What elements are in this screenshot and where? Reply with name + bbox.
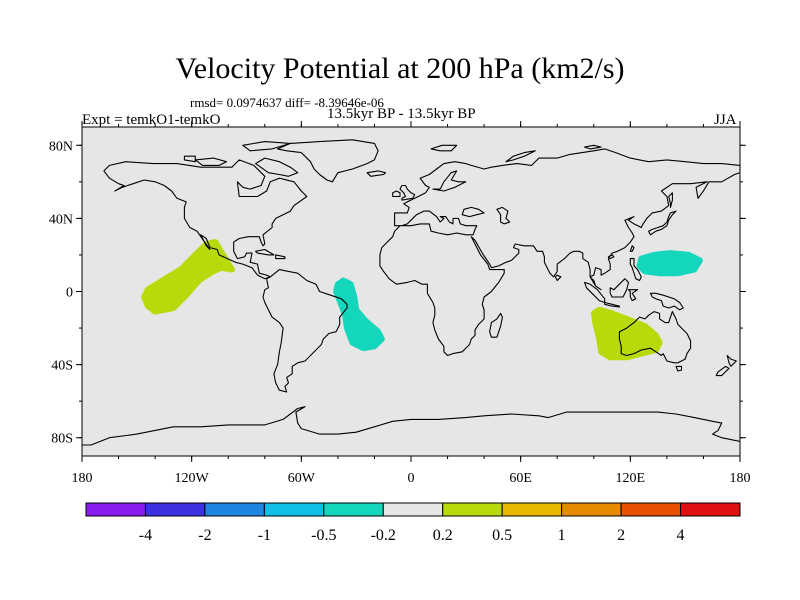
- y-tick-label: 80S: [51, 432, 73, 447]
- coast-nz-south: [715, 365, 730, 377]
- coast-australia: [618, 311, 692, 364]
- colorbar-swatch: [382, 502, 444, 517]
- anomaly-region-australia: [590, 306, 663, 361]
- anomaly-region-west-pacific: [636, 250, 703, 277]
- coast-svalbard: [430, 144, 458, 152]
- coast-sulawesi: [627, 289, 639, 302]
- coast-tasmania: [675, 365, 683, 372]
- x-tick-label: 120W: [175, 471, 210, 486]
- period-label: 13.5kyr BP - 13.5kyr BP: [327, 106, 476, 122]
- coast-ireland: [392, 190, 401, 198]
- coast-japan: [648, 210, 677, 236]
- x-tick-label: 60W: [288, 471, 316, 486]
- coast-new-guinea: [649, 292, 684, 311]
- coast-black-sea: [461, 206, 485, 218]
- coast-britain: [399, 184, 416, 201]
- colorbar-label: 4: [677, 527, 685, 544]
- stats-line: rmsd= 0.0974637 diff= -8.39646e-06: [190, 95, 384, 110]
- coast-south-america: [262, 269, 348, 393]
- coast-greenland: [277, 139, 379, 183]
- colorbar: -4 -2 -1 -0.5 -0.2 0.2 0.5 1 2 4: [85, 502, 741, 544]
- coast-taiwan: [629, 245, 635, 252]
- colorbar-swatch: [501, 502, 563, 517]
- coast-victoria: [194, 157, 227, 166]
- x-tick-label: 180: [730, 471, 751, 486]
- coast-sri-lanka: [554, 274, 562, 282]
- coast-banks: [183, 155, 196, 163]
- colorbar-label: -2: [198, 527, 211, 544]
- x-tick-label: 120E: [616, 471, 646, 486]
- colorbar-label: -0.5: [311, 527, 336, 544]
- anomaly-region-south-atlantic: [333, 277, 385, 352]
- coast-north-america: [103, 159, 308, 280]
- colorbar-swatch: [323, 502, 384, 517]
- colorbar-label: 0.2: [433, 527, 453, 544]
- anomaly-region-east-pacific: [141, 239, 235, 315]
- colorbar-swatch: [263, 502, 325, 517]
- anomaly-regions: [141, 239, 703, 361]
- coast-java: [604, 301, 620, 308]
- longitude-ticks: 180 120W 60W 0 60E 120E 180: [72, 121, 751, 486]
- coast-sakhalin: [668, 192, 673, 208]
- coast-iceland: [366, 170, 386, 177]
- coast-nz-north: [726, 354, 737, 367]
- colorbar-swatch: [442, 502, 503, 517]
- colorbar-swatch: [85, 502, 146, 517]
- y-tick-label: 0: [66, 286, 73, 301]
- y-tick-label: 40N: [49, 212, 73, 227]
- colorbar-label: -4: [139, 527, 152, 544]
- colorbar-label: -1: [258, 527, 271, 544]
- experiment-label: Expt = temkO1-temkO: [82, 112, 221, 128]
- coast-baffin: [255, 157, 299, 177]
- season-label: JJA: [714, 112, 737, 128]
- coast-antarctica: [82, 406, 740, 446]
- coast-novaya-zemlya: [505, 150, 536, 163]
- coast-caspian: [496, 206, 511, 225]
- coast-hainan: [607, 254, 615, 260]
- colorbar-swatch: [561, 502, 622, 517]
- coast-ellesmere: [242, 141, 291, 152]
- coast-hispaniola: [275, 254, 286, 260]
- coast-cuba: [255, 248, 275, 256]
- coast-eurasia: [379, 148, 740, 357]
- colorbar-label: 1: [558, 527, 566, 544]
- y-tick-label: 40S: [51, 359, 73, 374]
- x-tick-label: 60E: [509, 471, 532, 486]
- x-tick-label: 180: [72, 471, 93, 486]
- colorbar-swatch: [144, 502, 206, 517]
- coast-philippines: [629, 258, 642, 282]
- map-title: Velocity Potential at 200 hPa (km2/s): [175, 52, 625, 85]
- colorbar-label: 0.5: [492, 527, 512, 544]
- coast-baltic: [432, 170, 467, 192]
- coast-severnaya: [584, 144, 602, 150]
- colorbar-label: -0.2: [371, 527, 396, 544]
- colorbar-label: 2: [617, 527, 625, 544]
- colorbar-swatch: [680, 502, 741, 517]
- colorbar-swatch: [620, 502, 682, 517]
- colorbar-swatch: [204, 502, 265, 517]
- y-tick-label: 80N: [49, 139, 73, 154]
- latitude-ticks: 80N 40N 0 40S 80S: [49, 139, 746, 447]
- x-tick-label: 0: [408, 471, 415, 486]
- coast-borneo: [609, 278, 630, 298]
- coast-madagascar: [489, 312, 503, 338]
- coastlines: [82, 139, 740, 446]
